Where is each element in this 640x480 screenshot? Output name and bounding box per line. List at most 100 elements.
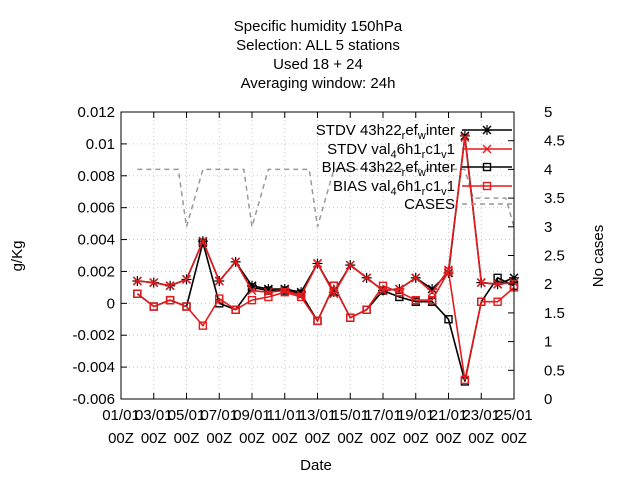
legend-label-part: 4 (390, 186, 396, 198)
y2-tick-label: 1 (544, 334, 552, 351)
x-tick-label-time: 00Z (174, 430, 200, 447)
series-layer (132, 130, 519, 386)
series-point-b (345, 260, 355, 270)
legend-label-part: w (417, 167, 426, 179)
legend-label-part: 6h1 (397, 178, 422, 195)
y-tick-label: 0.008 (77, 168, 115, 185)
x-tick-label: 19/01 (397, 407, 435, 424)
x-tick-label-time: 00Z (108, 430, 134, 447)
series-point-b (460, 133, 470, 143)
series-point (182, 302, 191, 311)
y-tick-label: -0.004 (72, 359, 115, 376)
series-point-b (427, 287, 437, 297)
series-point (444, 267, 453, 276)
x-tick-label: 25/01 (495, 407, 533, 424)
y2-tick-label: 4 (544, 161, 552, 178)
legend-label-part: 1 (447, 141, 455, 158)
chart-title-line: Selection: ALL 5 stations (236, 37, 400, 54)
series-4 (137, 168, 515, 228)
series-point (165, 295, 175, 305)
y-tick-label: -0.002 (72, 327, 115, 344)
legend-label-part: 4 (390, 149, 396, 161)
chart-title-line: Used 18 + 24 (273, 56, 363, 73)
series-point (133, 289, 142, 298)
legend-label: STDV 43h22refwinter (316, 122, 455, 142)
series-point-b (214, 276, 224, 286)
series-1 (132, 133, 519, 300)
series-point-b (182, 274, 191, 284)
x-tick-label: 23/01 (462, 407, 500, 424)
x-tick-label: 17/01 (364, 407, 402, 424)
series-point-b (165, 281, 175, 291)
series-point (395, 287, 404, 297)
legend-label-part: c1 (425, 141, 441, 158)
y2-tick-label: 2 (544, 276, 552, 293)
legend-label-part: ef (405, 159, 418, 176)
series-point (231, 305, 240, 314)
legend-label-part: c1 (425, 178, 441, 195)
legend-label-part: 1 (447, 178, 455, 195)
series-point (493, 297, 502, 306)
x-tick-label: 05/01 (168, 407, 206, 424)
series-point (477, 297, 486, 306)
series-point (247, 295, 257, 305)
x-tick-label: 11/01 (267, 407, 303, 424)
axes: -0.006 -0.004 -0.002 0 0.002 0.004 0.006 0.008 0… (72, 104, 564, 447)
series-point (198, 321, 208, 330)
series-point (264, 292, 273, 302)
series-point (378, 281, 388, 290)
y2-tick-label: 5 (544, 104, 552, 121)
x-tick-label-time: 00Z (141, 430, 167, 447)
y-tick-label: 0.002 (77, 263, 115, 280)
x-axis-label: Date (300, 457, 332, 474)
legend-label: BIAS val46h1rc1v1 (333, 178, 455, 198)
x-tick-label: 13/01 (299, 407, 337, 424)
chart-title-line: Specific humidity 150hPa (234, 18, 403, 35)
legend-label-part: CASES (404, 196, 455, 213)
series-point (427, 295, 437, 305)
legend-label-part: v (441, 149, 447, 161)
y-tick-label: 0 (107, 295, 115, 312)
legend-label-part: 6h1 (397, 141, 422, 158)
series-line (137, 168, 515, 228)
series-point-b (476, 278, 486, 288)
legend-label-part: r (422, 186, 426, 198)
series-point-b (296, 290, 306, 300)
y-tick-label: 0.012 (77, 104, 115, 121)
x-tick-label: 09/01 (233, 407, 271, 424)
x-tick-label: 07/01 (200, 407, 238, 424)
legend-label-part: r (402, 130, 406, 142)
legend-label-part: inter (426, 159, 455, 176)
y2-tick-label: 1.5 (544, 305, 565, 322)
legend-label-part: w (417, 130, 426, 142)
series-point-b (263, 287, 273, 297)
x-tick-label-time: 00Z (436, 430, 462, 447)
x-tick-label-time: 00Z (305, 430, 331, 447)
legend-label-part: r (402, 167, 406, 179)
legend-label-part: BIAS val (333, 178, 391, 195)
x-tick-label-time: 00Z (206, 430, 232, 447)
legend-label-part: inter (426, 122, 455, 139)
legend-marker (482, 181, 492, 191)
x-tick-label: 01/01 (102, 407, 140, 424)
chart-title-line: Averaging window: 24h (241, 75, 396, 92)
series-point (313, 316, 322, 326)
series-point (493, 273, 502, 283)
y-tick-label: 0.004 (77, 232, 115, 249)
legend-label: STDV val46h1rc1v1 (327, 141, 455, 161)
series-line (136, 269, 515, 381)
series-point-b (411, 273, 421, 283)
legend-label-part: ef (405, 122, 418, 139)
x-tick-label: 15/01 (331, 407, 369, 424)
y2-tick-label: 4.5 (544, 133, 565, 150)
series-point (346, 313, 355, 322)
x-tick-label-time: 00Z (272, 430, 298, 447)
y2-tick-label: 0 (544, 391, 552, 408)
chart-title: Specific humidity 150hPa Selection: ALL 5… (234, 18, 403, 92)
series-point (444, 315, 453, 324)
series-point (411, 295, 420, 305)
series-point-b (247, 286, 257, 296)
plot-frame (120, 111, 515, 400)
